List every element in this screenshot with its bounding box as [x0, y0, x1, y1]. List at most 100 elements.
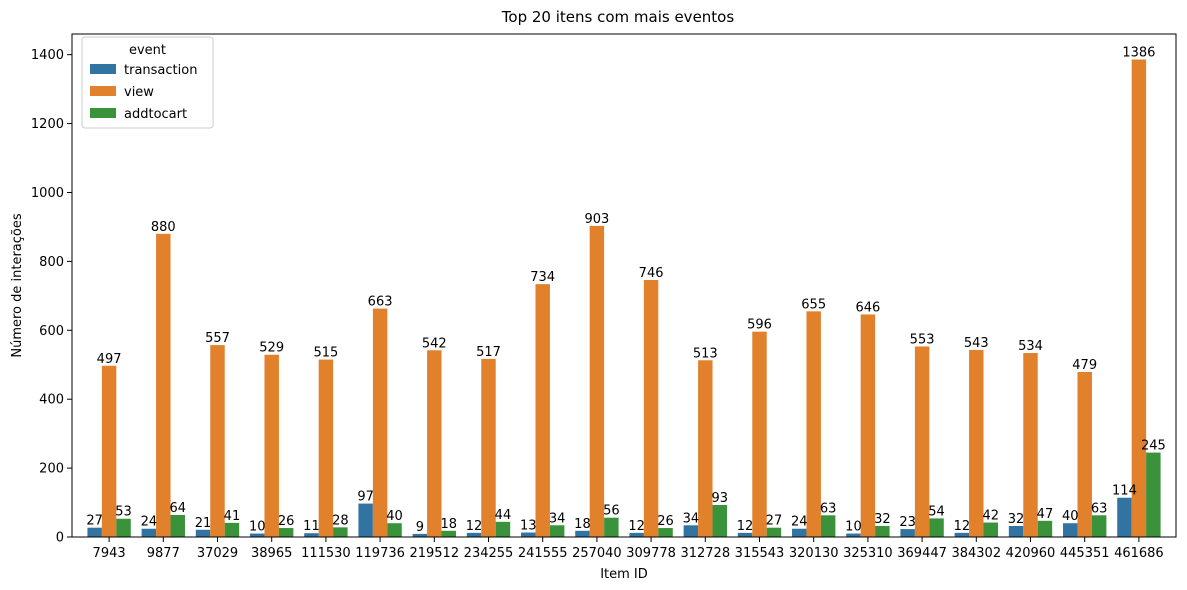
bar-label-addtocart-384302: 42: [982, 509, 999, 524]
bar-label-view-38965: 529: [259, 341, 284, 356]
legend-box: [81, 36, 214, 129]
bar-label-transaction-369447: 23: [899, 515, 916, 530]
bar-label-addtocart-309778: 26: [657, 514, 674, 529]
legend: event transaction view addtocart: [81, 36, 214, 129]
bar-view-234255: [481, 358, 496, 537]
x-tick-label-309778: 309778: [626, 546, 676, 561]
x-tick-label-241555: 241555: [518, 546, 568, 561]
bar-label-view-369447: 553: [910, 332, 935, 347]
bar-addtocart-445351: [1091, 515, 1107, 537]
bar-label-transaction-312728: 34: [683, 511, 700, 526]
bar-label-view-320130: 655: [801, 297, 826, 312]
bar-addtocart-7943: [116, 518, 131, 537]
bar-transaction-234255: [466, 532, 482, 537]
bar-label-view-309778: 746: [639, 266, 664, 281]
bar-addtocart-38965: [278, 528, 294, 537]
y-tick-label-600: 600: [39, 324, 64, 339]
legend-entry-transaction: transaction: [124, 63, 197, 78]
bar-addtocart-257040: [604, 517, 619, 537]
bar-label-addtocart-9877: 64: [169, 501, 186, 516]
bar-view-445351: [1077, 371, 1092, 537]
bar-label-view-461686: 1386: [1122, 45, 1155, 60]
y-tick-label-400: 400: [39, 393, 64, 408]
bar-label-view-234255: 517: [476, 345, 501, 360]
bar-transaction-384302: [954, 532, 970, 537]
x-tick-label-461686: 461686: [1114, 546, 1164, 561]
x-tick-label-234255: 234255: [464, 546, 514, 561]
bar-label-addtocart-320130: 63: [820, 501, 837, 516]
bar-view-315543: [752, 331, 767, 537]
x-tick-label-325310: 325310: [843, 546, 893, 561]
bar-view-312728: [698, 360, 713, 537]
bar-label-transaction-241555: 13: [520, 519, 537, 534]
legend-swatch-transaction: [90, 64, 116, 74]
bar-transaction-111530: [304, 533, 319, 537]
bar-label-addtocart-312728: 93: [711, 491, 728, 506]
bar-transaction-38965: [250, 533, 265, 537]
bar-label-view-37029: 557: [205, 331, 230, 346]
bar-label-transaction-38965: 10: [249, 520, 266, 535]
x-tick-label-7943: 7943: [93, 546, 126, 561]
bar-transaction-315543: [737, 532, 753, 537]
bar-label-transaction-325310: 10: [845, 520, 862, 535]
bar-view-7943: [101, 365, 117, 537]
bar-label-transaction-309778: 12: [628, 519, 645, 534]
bar-label-view-384302: 543: [964, 336, 989, 351]
bar-label-addtocart-119736: 40: [386, 509, 403, 524]
bar-addtocart-111530: [333, 527, 348, 537]
bar-label-addtocart-111530: 28: [332, 513, 349, 528]
bar-addtocart-309778: [658, 528, 673, 537]
bar-transaction-320130: [792, 528, 807, 537]
bar-transaction-325310: [846, 533, 861, 537]
bar-transaction-119736: [358, 503, 373, 537]
bar-label-view-219512: 542: [422, 336, 447, 351]
bar-label-view-312728: 513: [693, 346, 718, 361]
bar-label-transaction-119736: 97: [357, 490, 374, 505]
bar-label-addtocart-369447: 54: [928, 504, 945, 519]
x-tick-label-384302: 384302: [951, 546, 1001, 561]
legend-swatch-addtocart: [90, 108, 116, 118]
bar-addtocart-369447: [929, 518, 944, 537]
x-tick-label-9877: 9877: [147, 546, 180, 561]
bar-label-transaction-257040: 18: [574, 517, 591, 532]
bar-label-view-325310: 646: [855, 300, 880, 315]
bar-addtocart-241555: [549, 525, 565, 537]
x-tick-label-37029: 37029: [197, 546, 238, 561]
y-tick-label-1400: 1400: [31, 48, 64, 63]
bar-addtocart-325310: [875, 525, 890, 537]
bar-addtocart-315543: [766, 527, 782, 537]
bar-label-transaction-7943: 27: [86, 514, 103, 529]
bar-label-transaction-9877: 24: [141, 515, 158, 530]
bar-transaction-219512: [412, 533, 428, 537]
y-tick-label-200: 200: [39, 462, 64, 477]
x-tick-label-119736: 119736: [355, 546, 405, 561]
legend-entry-addtocart: addtocart: [124, 107, 187, 122]
x-tick-label-315543: 315543: [735, 546, 785, 561]
y-tick-label-1000: 1000: [31, 186, 64, 201]
bar-label-view-7943: 497: [97, 352, 122, 367]
bar-label-addtocart-445351: 63: [1091, 501, 1108, 516]
bar-label-addtocart-461686: 245: [1141, 439, 1166, 454]
bar-label-transaction-234255: 12: [466, 519, 483, 534]
legend-entry-view: view: [124, 85, 154, 100]
bar-addtocart-312728: [712, 504, 727, 537]
bar-addtocart-461686: [1146, 452, 1161, 537]
bar-view-369447: [914, 346, 930, 537]
bar-label-addtocart-219512: 18: [440, 517, 457, 532]
bar-label-addtocart-7943: 53: [115, 505, 132, 520]
bar-transaction-9877: [141, 528, 157, 537]
x-tick-label-320130: 320130: [789, 546, 839, 561]
bar-label-transaction-111530: 11: [303, 519, 320, 534]
bar-addtocart-119736: [387, 523, 402, 537]
x-tick-label-445351: 445351: [1060, 546, 1110, 561]
bar-label-addtocart-234255: 44: [495, 508, 512, 523]
bar-addtocart-37029: [224, 522, 240, 537]
y-tick-label-1200: 1200: [31, 117, 64, 132]
bar-label-view-315543: 596: [747, 318, 772, 333]
bar-label-transaction-420960: 32: [1008, 512, 1025, 527]
plot-frame: [71, 33, 1177, 538]
bar-view-320130: [806, 311, 821, 537]
bar-label-transaction-219512: 9: [416, 520, 424, 535]
bar-transaction-241555: [521, 532, 536, 537]
